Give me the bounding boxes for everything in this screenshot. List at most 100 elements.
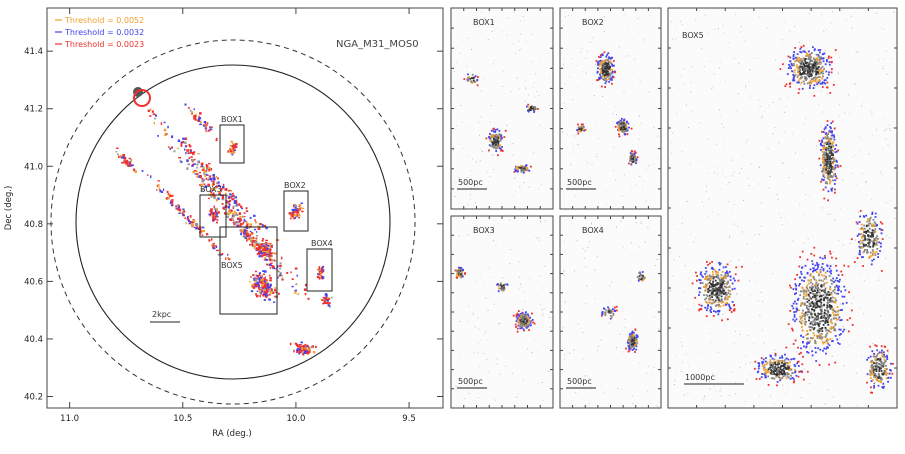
emission-point bbox=[214, 245, 217, 247]
emission-point bbox=[281, 277, 284, 280]
emission-point bbox=[167, 192, 170, 196]
zoom-point bbox=[825, 334, 828, 337]
zoom-point bbox=[838, 285, 841, 288]
zoom-point bbox=[641, 277, 643, 280]
noise-pixel bbox=[519, 229, 521, 230]
noise-pixel bbox=[788, 177, 790, 178]
zoom-point bbox=[467, 79, 469, 82]
zoom-point bbox=[827, 133, 829, 135]
emission-point bbox=[227, 212, 230, 216]
zoom-point bbox=[810, 289, 813, 291]
zoom-point bbox=[515, 316, 518, 318]
zoom-point bbox=[814, 303, 817, 306]
emission-point bbox=[211, 189, 214, 191]
zoom-point bbox=[813, 49, 816, 52]
emission-point bbox=[329, 305, 331, 308]
noise-pixel bbox=[515, 197, 517, 199]
emission-point bbox=[196, 166, 198, 169]
zoom-emission bbox=[600, 271, 646, 353]
zoom-point bbox=[521, 318, 524, 320]
zoom-point bbox=[520, 316, 522, 319]
zoom-point bbox=[813, 254, 816, 257]
emission-point bbox=[250, 290, 254, 293]
emission-point bbox=[244, 236, 247, 239]
zoom-point bbox=[833, 138, 836, 141]
zoom-point bbox=[534, 106, 536, 108]
zoom-point bbox=[497, 146, 500, 148]
noise-pixel bbox=[792, 71, 794, 73]
zoom-point bbox=[809, 82, 812, 85]
legend-label-0023: Threshold = 0.0023 bbox=[64, 40, 144, 49]
noise-pixel bbox=[856, 184, 858, 186]
noise-pixel bbox=[592, 37, 594, 39]
zoom-point bbox=[600, 85, 603, 88]
noise-pixel bbox=[780, 216, 782, 218]
zoom-point bbox=[799, 73, 802, 75]
noise-pixel bbox=[690, 47, 692, 49]
box-label-box5: BOX5 bbox=[221, 261, 243, 270]
noise-pixel bbox=[674, 380, 676, 382]
zoom-point bbox=[799, 61, 801, 64]
zoom-point bbox=[796, 309, 798, 311]
zoom-point bbox=[821, 170, 824, 173]
noise-pixel bbox=[850, 15, 852, 17]
noise-pixel bbox=[736, 293, 738, 295]
noise-pixel bbox=[520, 33, 522, 35]
zoom-point bbox=[516, 165, 518, 168]
noise-pixel bbox=[571, 58, 572, 59]
emission-point bbox=[206, 174, 209, 176]
zoom-point bbox=[578, 130, 580, 132]
zoom-point bbox=[498, 146, 501, 149]
noise-pixel bbox=[464, 397, 466, 399]
emission-point bbox=[263, 283, 266, 287]
zoom-point bbox=[824, 186, 827, 189]
zoom-point bbox=[798, 265, 801, 268]
noise-pixel bbox=[639, 81, 641, 83]
zoom-point bbox=[499, 282, 502, 285]
noise-pixel bbox=[671, 142, 672, 144]
zoom-point bbox=[831, 171, 834, 174]
zoom-point bbox=[809, 68, 812, 71]
zoom-point bbox=[629, 332, 632, 335]
emission-point bbox=[157, 135, 159, 137]
emission-point bbox=[298, 205, 301, 208]
noise-pixel bbox=[534, 281, 536, 283]
zoom-point bbox=[635, 341, 638, 344]
zoom-point bbox=[805, 346, 807, 349]
zoom-point bbox=[717, 297, 720, 299]
noise-pixel bbox=[591, 222, 592, 224]
zoom-point bbox=[830, 326, 833, 328]
emission-point bbox=[191, 163, 194, 167]
noise-pixel bbox=[744, 401, 746, 403]
zoom-point bbox=[527, 103, 530, 106]
zoom-point bbox=[811, 316, 814, 319]
emission-point bbox=[209, 210, 212, 212]
zoom-point bbox=[824, 148, 827, 151]
zoom-point bbox=[826, 137, 828, 140]
noise-pixel bbox=[485, 297, 487, 299]
noise-pixel bbox=[518, 276, 520, 278]
zoom-point bbox=[833, 314, 835, 317]
emission-point bbox=[206, 167, 209, 171]
emission-point bbox=[258, 280, 262, 283]
zoom-point bbox=[804, 73, 807, 75]
emission-point bbox=[265, 254, 267, 256]
noise-pixel bbox=[717, 351, 719, 353]
zoom-point bbox=[809, 73, 812, 76]
zoom-point bbox=[621, 117, 623, 120]
zoom-point bbox=[829, 92, 832, 94]
emission-point bbox=[279, 268, 281, 270]
zoom-point bbox=[824, 146, 827, 149]
emission-point bbox=[270, 244, 273, 248]
noise-pixel bbox=[638, 299, 640, 301]
noise-pixel bbox=[488, 371, 490, 373]
emission-point bbox=[258, 273, 261, 277]
zoom-point bbox=[790, 62, 793, 65]
emission-point bbox=[182, 213, 184, 217]
noise-pixel bbox=[548, 104, 550, 106]
zoom-point bbox=[817, 347, 819, 350]
zoom-point bbox=[526, 319, 529, 322]
emission-point bbox=[255, 237, 258, 240]
zoom-point bbox=[581, 124, 583, 127]
zoom-point bbox=[601, 73, 604, 76]
